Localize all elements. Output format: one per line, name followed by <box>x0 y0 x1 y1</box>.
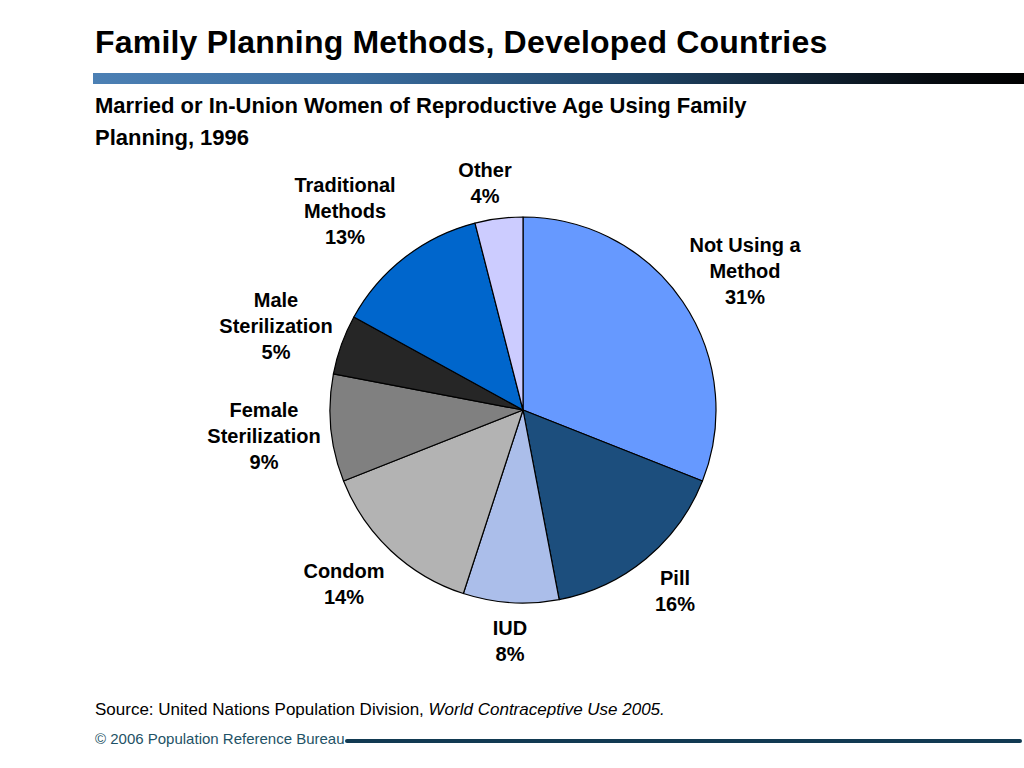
pie-label-traditional-methods: Traditional Methods 13% <box>294 172 395 250</box>
source-publication: World Contraceptive Use 2005. <box>429 700 665 719</box>
footer-divider-line <box>345 739 1022 743</box>
title-divider-bar <box>93 73 1024 84</box>
source-note: Source: United Nations Population Divisi… <box>95 700 665 720</box>
pie-label-female-sterilization: Female Sterilization 9% <box>207 397 320 475</box>
pie-label-male-sterilization: Male Sterilization 5% <box>219 287 332 365</box>
pie-label-not-using-a-method: Not Using a Method 31% <box>689 232 800 310</box>
slide: Family Planning Methods, Developed Count… <box>0 0 1024 768</box>
pie-label-other: Other 4% <box>458 157 511 209</box>
pie-label-iud: IUD 8% <box>493 615 527 667</box>
pie-chart <box>323 210 723 610</box>
slide-title: Family Planning Methods, Developed Count… <box>95 24 827 61</box>
chart-subtitle: Married or In-Union Women of Reproductiv… <box>95 90 747 154</box>
pie-label-condom: Condom 14% <box>303 558 384 610</box>
pie-label-pill: Pill 16% <box>655 565 695 617</box>
copyright-text: © 2006 Population Reference Bureau <box>95 730 345 747</box>
source-text: Source: United Nations Population Divisi… <box>95 700 429 719</box>
